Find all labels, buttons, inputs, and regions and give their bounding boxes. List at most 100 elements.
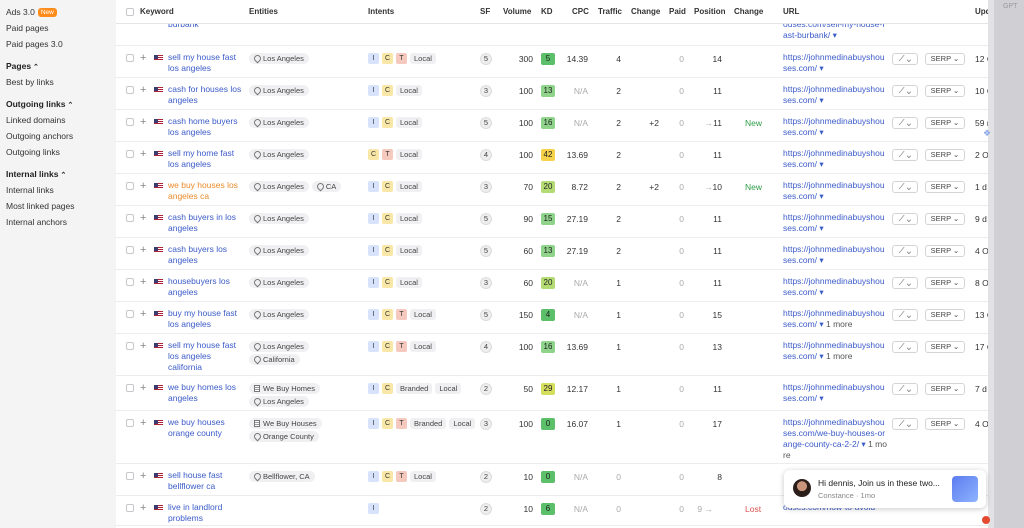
row-checkbox[interactable] [126, 150, 134, 158]
trend-button[interactable]: ⟋ ⌄ [892, 418, 918, 430]
col-cpc[interactable]: CPC [572, 7, 589, 16]
url-link[interactable]: https://johnmedinabuyshouses.com/ ▾ [783, 148, 887, 170]
serp-features-count[interactable]: 3 [480, 85, 492, 97]
sidebar-item[interactable]: Best by links [6, 77, 54, 87]
entity-chip[interactable]: Los Angeles [249, 213, 309, 224]
entity-chip[interactable]: Los Angeles [249, 341, 309, 352]
entity-chip[interactable]: Los Angeles [249, 309, 309, 320]
more-urls-link[interactable]: 1 more [783, 439, 887, 460]
url-text[interactable]: https://johnmedinabuyshouses.com/ ▾ [783, 84, 885, 105]
add-to-list-icon[interactable]: + [140, 276, 147, 288]
row-checkbox[interactable] [126, 342, 134, 350]
entity-chip[interactable]: CA [311, 181, 342, 192]
url-text[interactable]: https://johnmedinabuyshouses.com/ ▾ [783, 180, 885, 201]
col-intents[interactable]: Intents [368, 7, 395, 16]
serp-button[interactable]: SERP ⌄ [925, 181, 965, 193]
trend-button[interactable]: ⟋ ⌄ [892, 149, 918, 161]
keyword-link[interactable]: sell my house fast los angeles [168, 52, 237, 73]
entity-chip[interactable]: Bellflower, CA [249, 471, 315, 482]
sidebar-section-heading[interactable]: Pages ⌃ [0, 58, 116, 74]
sidebar-section-heading[interactable]: Outgoing links ⌃ [0, 96, 116, 112]
url-link[interactable]: https://johnmedinabuyshouses.com/ ▾ [783, 116, 887, 138]
row-checkbox[interactable] [126, 54, 134, 62]
url-link[interactable]: https://johnmedinabuyshouses.com/ ▾ [783, 212, 887, 234]
col-change[interactable]: Change [631, 7, 661, 16]
url-text[interactable]: https://johnmedinabuyshouses.com/ ▾ [783, 52, 885, 73]
serp-button[interactable]: SERP ⌄ [925, 277, 965, 289]
row-checkbox[interactable] [126, 118, 134, 126]
serp-features-count[interactable]: 5 [480, 245, 492, 257]
col-paid[interactable]: Paid [669, 7, 686, 16]
entity-chip[interactable]: Los Angeles [249, 85, 309, 96]
col-updated[interactable]: Upd [975, 7, 988, 16]
entity-chip[interactable]: Los Angeles [249, 277, 309, 288]
url-text[interactable]: https://johnmedinabuyshouses.com/ ▾ [783, 244, 885, 265]
serp-button[interactable]: SERP ⌄ [925, 418, 965, 430]
serp-button[interactable]: SERP ⌄ [925, 383, 965, 395]
row-checkbox[interactable] [126, 504, 134, 512]
url-text[interactable]: https://johnmedinabuyshouses.com/ ▾ [783, 308, 885, 329]
trend-button[interactable]: ⟋ ⌄ [892, 213, 918, 225]
trend-button[interactable]: ⟋ ⌄ [892, 383, 918, 395]
serp-button[interactable]: SERP ⌄ [925, 213, 965, 225]
serp-button[interactable]: SERP ⌄ [925, 149, 965, 161]
trend-button[interactable]: ⟋ ⌄ [892, 245, 918, 257]
col-kd[interactable]: KD [541, 7, 553, 16]
url-text[interactable]: https://johnmedinabuyshouses.com/ ▾ [783, 116, 885, 137]
add-to-list-icon[interactable]: + [140, 148, 147, 160]
serp-features-count[interactable]: 4 [480, 149, 492, 161]
serp-features-count[interactable]: 2 [480, 503, 492, 515]
url-text[interactable]: https://johnmedinabuyshouses.com/ ▾ [783, 340, 885, 361]
url-link[interactable]: https://johnmedinabuyshouses.com/ ▾ [783, 244, 887, 266]
keyword-link[interactable]: sell my house fast los angeles californi… [168, 340, 237, 372]
add-to-list-icon[interactable]: + [140, 116, 147, 128]
row-checkbox[interactable] [126, 182, 134, 190]
keyword-link[interactable]: we buy houses los angeles ca [168, 180, 238, 201]
serp-features-count[interactable]: 2 [480, 471, 492, 483]
sidebar-item[interactable]: Outgoing links [6, 147, 60, 157]
url-text[interactable]: https://johnmedinabuyshouses.com/ ▾ [783, 276, 885, 297]
keyword-link[interactable]: burbank [168, 19, 199, 29]
url-link[interactable]: https://johnmedinabuyshouses.com/we-buy-… [783, 417, 887, 461]
keyword-link[interactable]: cash for houses los angeles [168, 84, 242, 105]
more-urls-link[interactable]: 1 more [826, 351, 853, 361]
serp-button[interactable]: SERP ⌄ [925, 245, 965, 257]
keyword-link[interactable]: sell my home fast los angeles [168, 148, 235, 169]
col-keyword[interactable]: Keyword [140, 7, 174, 16]
col-sf[interactable]: SF [480, 7, 491, 16]
row-checkbox[interactable] [126, 278, 134, 286]
keyword-link[interactable]: sell house fast bellflower ca [168, 470, 223, 491]
col-entities[interactable]: Entities [249, 7, 278, 16]
keyword-link[interactable]: cash buyers in los angeles [168, 212, 237, 233]
col-url[interactable]: URL [783, 7, 800, 16]
entity-chip[interactable]: Los Angeles [249, 149, 309, 160]
serp-button[interactable]: SERP ⌄ [925, 341, 965, 353]
serp-features-count[interactable]: 4 [480, 341, 492, 353]
add-to-list-icon[interactable]: + [140, 84, 147, 96]
add-to-list-icon[interactable]: + [140, 502, 147, 514]
entity-chip[interactable]: Los Angeles [249, 245, 309, 256]
sidebar-item[interactable]: Linked domains [6, 115, 66, 125]
select-all-checkbox[interactable] [126, 8, 134, 16]
trend-button[interactable]: ⟋ ⌄ [892, 341, 918, 353]
add-to-list-icon[interactable]: + [140, 470, 147, 482]
row-checkbox[interactable] [126, 86, 134, 94]
entity-chip[interactable]: California [249, 354, 300, 365]
serp-button[interactable]: SERP ⌄ [925, 309, 965, 321]
trend-button[interactable]: ⟋ ⌄ [892, 53, 918, 65]
url-link[interactable]: https://johnmedinabuyshouses.com/ ▾ [783, 84, 887, 106]
trend-button[interactable]: ⟋ ⌄ [892, 181, 918, 193]
sidebar-item[interactable]: Paid pages 3.0 [0, 36, 116, 52]
add-to-list-icon[interactable]: + [140, 244, 147, 256]
keyword-link[interactable]: buy my house fast los angeles [168, 308, 237, 329]
serp-button[interactable]: SERP ⌄ [925, 85, 965, 97]
url-text[interactable]: https://johnmedinabuyshouses.com/we-buy-… [783, 417, 886, 449]
url-link[interactable]: https://johnmedinabuyshouses.com/ ▾ 1 mo… [783, 308, 887, 330]
url-link[interactable]: https://johnmedinabuyshouses.com/ ▾ [783, 180, 887, 202]
entity-chip[interactable]: Los Angeles [249, 53, 309, 64]
add-to-list-icon[interactable]: + [140, 340, 147, 352]
entity-chip[interactable]: Los Angeles [249, 396, 309, 407]
row-checkbox[interactable] [126, 384, 134, 392]
add-to-list-icon[interactable]: + [140, 212, 147, 224]
col-position-change[interactable]: Change [734, 7, 764, 16]
